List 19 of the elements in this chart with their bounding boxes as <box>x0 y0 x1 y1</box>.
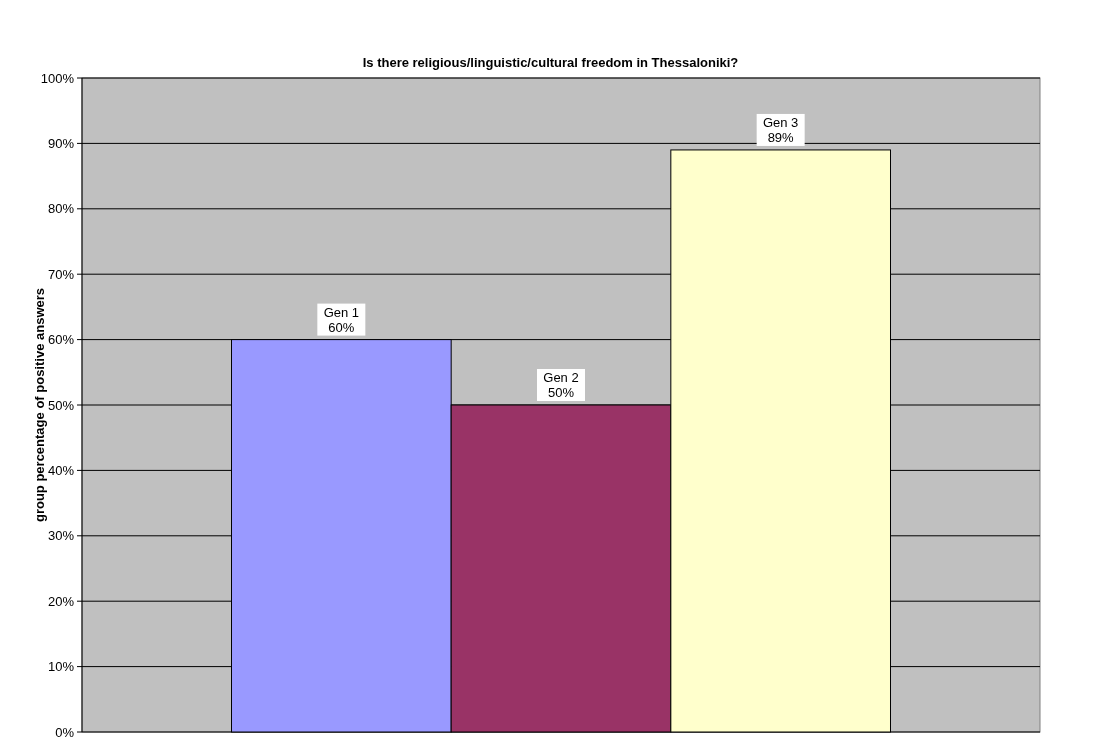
y-tick-label: 10% <box>47 659 75 675</box>
y-tick-label: 60% <box>47 332 75 348</box>
y-tick-label: 50% <box>47 397 75 413</box>
y-tick-label: 40% <box>47 462 75 478</box>
series-label: Gen 1 <box>323 304 360 320</box>
y-tick-label: 30% <box>47 528 75 544</box>
chart-title: Is there religious/linguistic/cultural freedom in Thessaloniki? <box>362 55 739 70</box>
y-tick-label: 80% <box>47 201 75 217</box>
y-axis-title: group percentage of positive answers <box>32 287 47 523</box>
data-label: 89% <box>767 129 795 145</box>
y-tick-label: 100% <box>40 70 75 86</box>
y-tick-label: 90% <box>47 135 75 151</box>
y-tick-label: 70% <box>47 266 75 282</box>
series-label: Gen 3 <box>762 114 799 130</box>
series-label: Gen 2 <box>543 370 579 385</box>
data-label: 50% <box>547 385 575 400</box>
y-tick-label: 20% <box>47 593 75 609</box>
y-tick-label: 0% <box>55 724 75 740</box>
data-label: 60% <box>328 319 355 335</box>
